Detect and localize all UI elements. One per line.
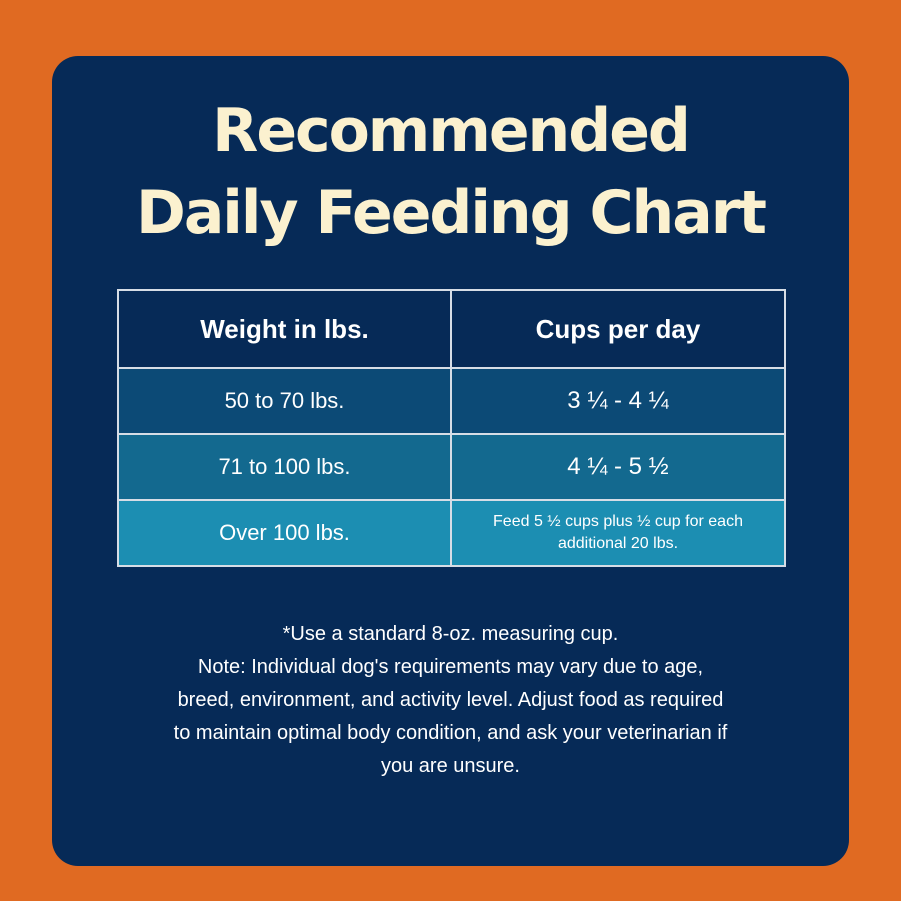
- weight-cell: 71 to 100 lbs.: [117, 433, 452, 501]
- feeding-notes: *Use a standard 8-oz. measuring cup. Not…: [112, 618, 789, 783]
- cups-cell: 3 ¼ - 4 ¼: [450, 367, 786, 435]
- note-line: *Use a standard 8-oz. measuring cup.: [282, 623, 619, 645]
- page-title: Recommended Daily Feeding Chart: [52, 90, 849, 254]
- note-line: breed, environment, and activity level. …: [177, 689, 724, 711]
- feeding-table: Weight in lbs. Cups per day 50 to 70 lbs…: [117, 289, 786, 567]
- weight-cell: Over 100 lbs.: [117, 499, 452, 567]
- table-row: Over 100 lbs. Feed 5 ½ cups plus ½ cup f…: [117, 499, 786, 567]
- feeding-chart-card: Recommended Daily Feeding Chart Weight i…: [52, 56, 849, 866]
- title-line-2: Daily Feeding Chart: [136, 178, 767, 248]
- cups-cell: Feed 5 ½ cups plus ½ cup for each additi…: [450, 499, 786, 567]
- table-header-row: Weight in lbs. Cups per day: [117, 289, 786, 369]
- note-line: Note: Individual dog's requirements may …: [197, 656, 704, 678]
- title-line-1: Recommended: [212, 96, 691, 166]
- table-row: 71 to 100 lbs. 4 ¼ - 5 ½: [117, 433, 786, 501]
- note-line: you are unsure.: [381, 755, 520, 777]
- cups-cell: 4 ¼ - 5 ½: [450, 433, 786, 501]
- table-row: 50 to 70 lbs. 3 ¼ - 4 ¼: [117, 367, 786, 435]
- note-line: to maintain optimal body condition, and …: [173, 722, 728, 744]
- header-weight: Weight in lbs.: [117, 289, 452, 369]
- weight-cell: 50 to 70 lbs.: [117, 367, 452, 435]
- header-cups: Cups per day: [450, 289, 786, 369]
